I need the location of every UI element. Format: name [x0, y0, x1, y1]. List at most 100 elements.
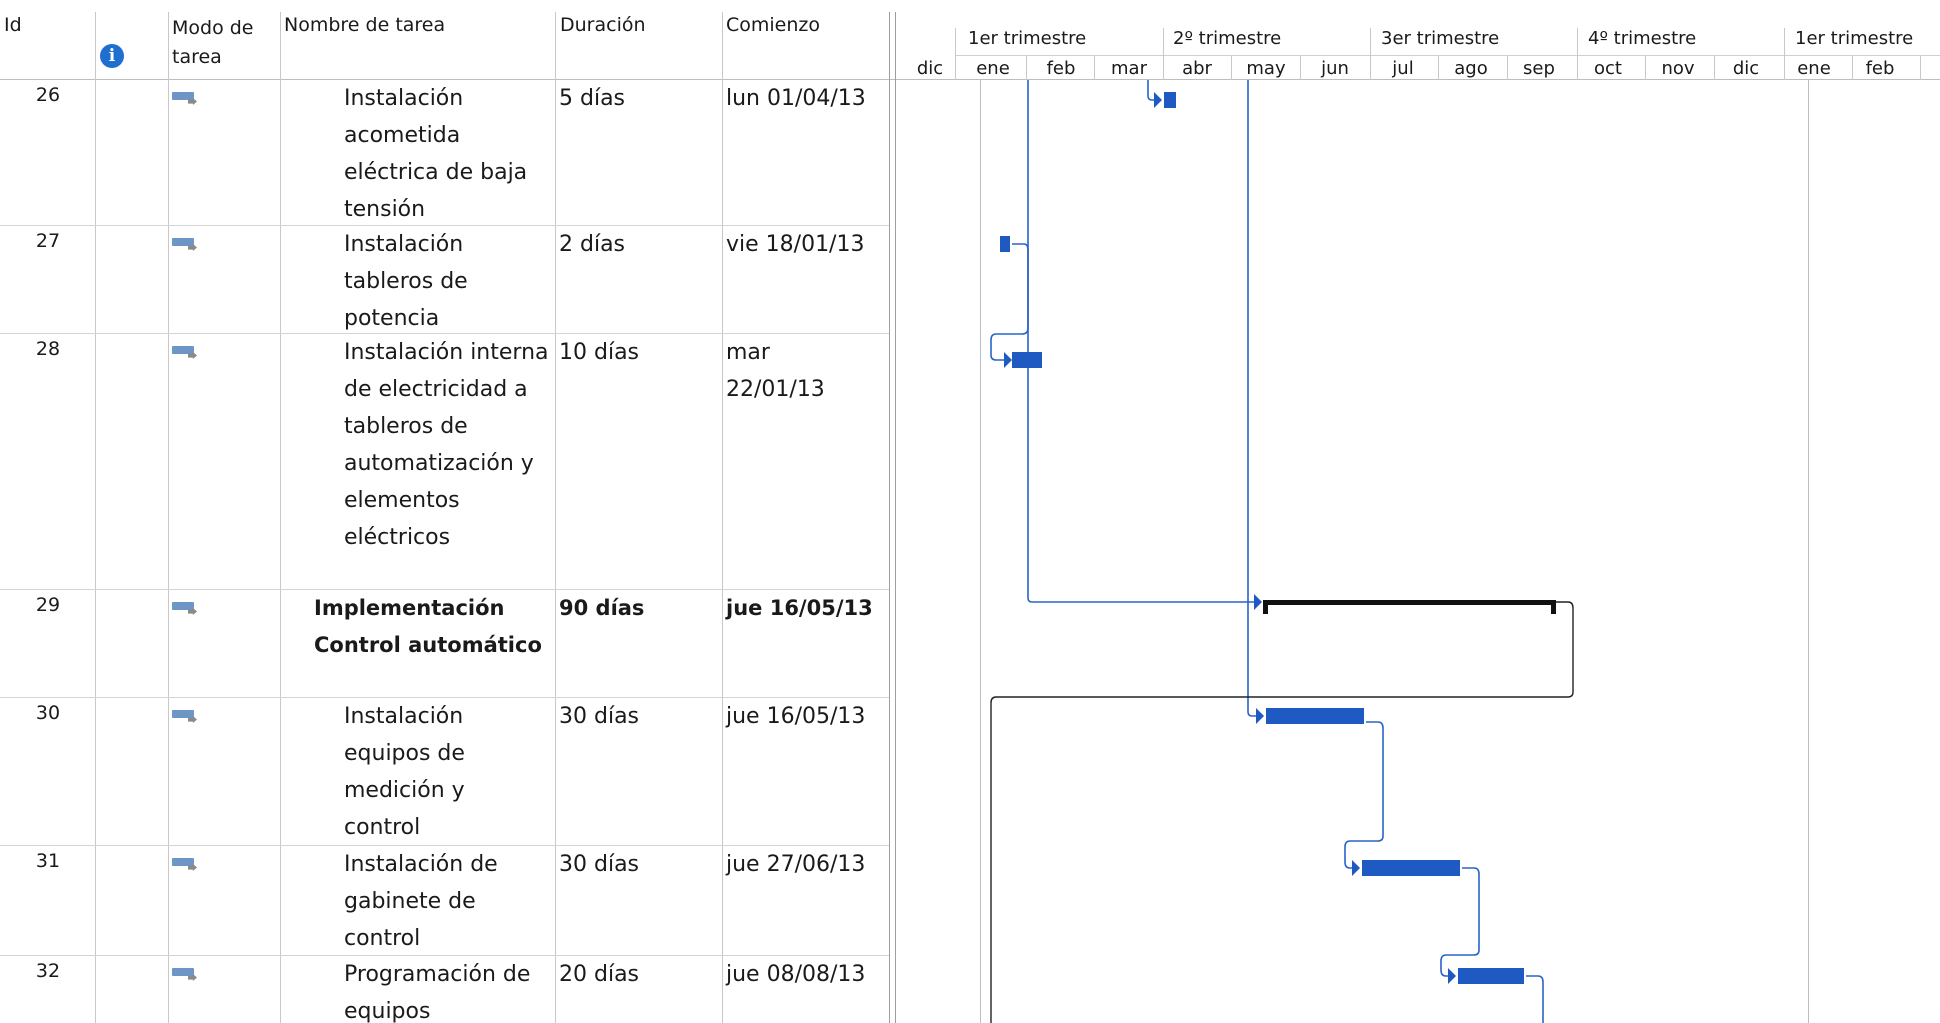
- month-sep: [1920, 56, 1921, 80]
- row-sep: [0, 845, 889, 846]
- dependency-link: [1147, 80, 1158, 101]
- table-header: Id i Modo de tarea Nombre de tarea Durac…: [0, 0, 895, 80]
- dependency-link: [1440, 867, 1480, 977]
- table-row[interactable]: 26 Instalación acometida eléctrica de ba…: [0, 80, 889, 225]
- col-header-mode[interactable]: Modo de tarea: [172, 14, 254, 72]
- table-row[interactable]: 30 Instalación equipos de medición y con…: [0, 698, 889, 845]
- month-sep: [1370, 28, 1371, 80]
- task-start: mar 22/01/13: [726, 340, 825, 402]
- month-sep: [1300, 56, 1301, 80]
- table-row[interactable]: 27 Instalación tableros de potencia 2 dí…: [0, 226, 889, 333]
- col-sep: [280, 12, 281, 1023]
- auto-scheduled-icon: [172, 710, 194, 718]
- row-sep: [0, 225, 889, 226]
- col-header-id[interactable]: Id: [4, 14, 22, 36]
- month-label: feb: [1046, 58, 1076, 79]
- task-start: jue 08/08/13: [726, 962, 866, 987]
- task-bar: [1012, 352, 1042, 368]
- summary-bar-cap-left: [1263, 600, 1268, 614]
- task-id: 28: [35, 338, 61, 360]
- month-label: oct: [1594, 58, 1622, 79]
- quarter-label: 3er trimestre: [1381, 28, 1500, 49]
- month-label: mar: [1111, 58, 1147, 79]
- task-duration: 5 días: [559, 86, 626, 111]
- month-sep: [1645, 56, 1646, 80]
- task-start: jue 16/05/13: [726, 704, 866, 729]
- year-boundary: [980, 80, 981, 1023]
- col-sep: [95, 12, 96, 1023]
- month-sep: [955, 28, 956, 80]
- row-sep: [0, 955, 889, 956]
- task-name: Programación de equipos: [344, 962, 531, 1023]
- quarter-label: 1er trimestre: [1795, 28, 1914, 49]
- auto-scheduled-icon: [172, 238, 194, 246]
- task-duration: 20 días: [559, 962, 640, 987]
- month-sep: [1231, 56, 1232, 80]
- col-sep: [889, 12, 890, 1023]
- month-sep: [1852, 56, 1853, 80]
- month-label: sep: [1523, 58, 1555, 79]
- info-icon[interactable]: i: [100, 44, 124, 68]
- table-row[interactable]: 31 Instalación de gabinete de control 30…: [0, 846, 889, 955]
- month-sep: [1094, 56, 1095, 80]
- month-sep: [1577, 28, 1578, 80]
- task-bar: [1266, 708, 1364, 724]
- month-sep: [1026, 56, 1027, 80]
- link-arrow: [1254, 594, 1262, 610]
- task-id: 31: [35, 850, 61, 872]
- task-start: vie 18/01/13: [726, 232, 865, 257]
- dependency-link: [1344, 721, 1384, 869]
- auto-scheduled-icon: [172, 92, 194, 100]
- task-id: 30: [35, 702, 61, 724]
- auto-scheduled-icon: [172, 858, 194, 866]
- col-header-duration[interactable]: Duración: [560, 14, 646, 36]
- task-duration: 30 días: [559, 852, 640, 877]
- month-label: feb: [1865, 58, 1895, 79]
- task-bar: [1164, 92, 1176, 108]
- row-sep: [0, 333, 889, 334]
- col-sep: [168, 12, 169, 1023]
- header-divider: [0, 79, 1940, 80]
- task-bar: [1362, 860, 1460, 876]
- month-label: ago: [1454, 58, 1488, 79]
- dependency-link: [990, 243, 1029, 361]
- timescale-divider: [955, 55, 1940, 56]
- dependency-link: [1526, 975, 1544, 1023]
- table-row[interactable]: 32 Programación de equipos 20 días jue 0…: [0, 956, 889, 1023]
- link-arrow: [1448, 968, 1456, 984]
- timescale-header: 1er trimestre 2º trimestre 3er trimestre…: [895, 0, 1940, 80]
- task-duration: 30 días: [559, 704, 640, 729]
- month-sep: [1163, 28, 1164, 80]
- month-sep: [1507, 56, 1508, 80]
- summary-link: [990, 601, 1574, 1023]
- quarter-label: 4º trimestre: [1588, 28, 1697, 49]
- task-name: Implementación Control automático: [314, 596, 542, 657]
- task-start: lun 01/04/13: [726, 86, 866, 111]
- table-row-summary[interactable]: 29 Implementación Control automático 90 …: [0, 590, 889, 697]
- month-label: dic: [916, 58, 944, 79]
- month-label: dic: [1732, 58, 1760, 79]
- table-row[interactable]: 28 Instalación interna de electricidad a…: [0, 334, 889, 589]
- col-sep: [722, 12, 723, 1023]
- task-id: 26: [35, 84, 61, 106]
- col-sep: [555, 12, 556, 1023]
- col-header-start[interactable]: Comienzo: [726, 14, 821, 36]
- month-label: abr: [1182, 58, 1212, 79]
- link-arrow: [1154, 92, 1162, 108]
- summary-bar: [1264, 600, 1554, 605]
- summary-bar-cap-right: [1551, 600, 1556, 614]
- task-duration: 90 días: [559, 596, 645, 620]
- month-sep: [1438, 56, 1439, 80]
- col-header-name[interactable]: Nombre de tarea: [284, 14, 446, 36]
- row-sep: [0, 589, 889, 590]
- task-bar: [1000, 236, 1010, 252]
- task-start: jue 16/05/13: [726, 596, 873, 620]
- task-id: 32: [35, 960, 61, 982]
- month-label: ene: [1797, 58, 1831, 79]
- month-sep: [1714, 56, 1715, 80]
- link-arrow: [1352, 860, 1360, 876]
- col-header-mode-line1: Modo de: [172, 17, 254, 39]
- month-label: may: [1246, 58, 1286, 79]
- task-start: jue 27/06/13: [726, 852, 866, 877]
- col-header-mode-line2: tarea: [172, 46, 222, 68]
